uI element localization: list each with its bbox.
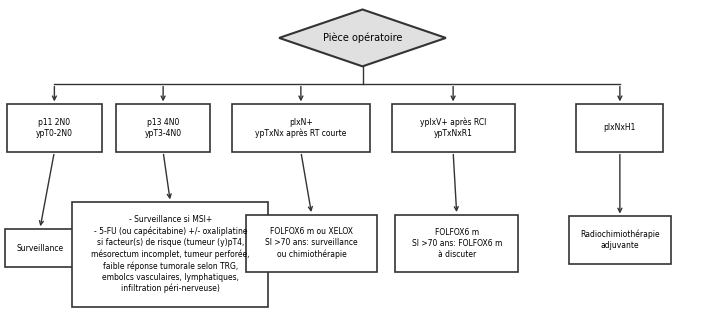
FancyBboxPatch shape [576, 104, 663, 152]
Text: Radiochimiothérapie
adjuvante: Radiochimiothérapie adjuvante [580, 230, 660, 251]
FancyBboxPatch shape [247, 215, 377, 272]
FancyBboxPatch shape [7, 104, 102, 152]
FancyBboxPatch shape [72, 202, 268, 307]
FancyBboxPatch shape [116, 104, 210, 152]
FancyBboxPatch shape [392, 104, 515, 152]
Text: pIxN+
ypTxNx après RT courte: pIxN+ ypTxNx après RT courte [255, 118, 347, 138]
Text: Pièce opératoire: Pièce opératoire [323, 33, 402, 43]
FancyBboxPatch shape [569, 216, 671, 264]
FancyBboxPatch shape [232, 104, 370, 152]
Text: p11 2N0
ypT0-2N0: p11 2N0 ypT0-2N0 [36, 118, 73, 138]
Text: - Surveillance si MSI+
- 5-FU (ou capécitabine) +/- oxaliplatine
si facteur(s) d: - Surveillance si MSI+ - 5-FU (ou capéci… [91, 215, 249, 294]
Text: Surveillance: Surveillance [16, 244, 64, 252]
Text: pIxNxH1: pIxNxH1 [604, 124, 636, 132]
Polygon shape [279, 9, 446, 66]
FancyBboxPatch shape [395, 215, 518, 272]
Text: p13 4N0
ypT3-4N0: p13 4N0 ypT3-4N0 [144, 118, 182, 138]
Text: FOLFOX6 m
SI >70 ans: FOLFOX6 m
à discuter: FOLFOX6 m SI >70 ans: FOLFOX6 m à discut… [412, 228, 502, 259]
Text: ypIxV+ après RCI
ypTxNxR1: ypIxV+ après RCI ypTxNxR1 [420, 118, 486, 138]
Text: FOLFOX6 m ou XELOX
SI >70 ans: surveillance
ou chimiothérapie: FOLFOX6 m ou XELOX SI >70 ans: surveilla… [265, 228, 358, 259]
FancyBboxPatch shape [5, 229, 75, 267]
